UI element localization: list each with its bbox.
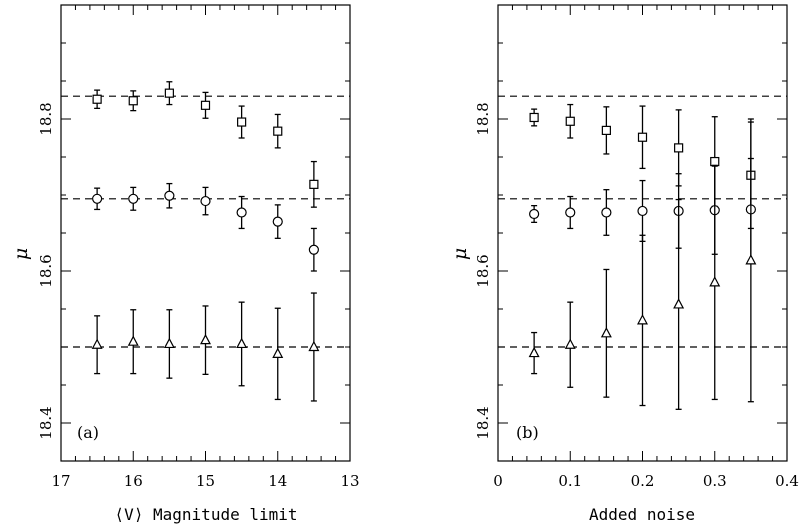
panel-b-label: (b) [516,423,539,442]
panel-b-circle-point [637,205,648,217]
panel-b-triangle-point [564,338,576,349]
panel-b-circle-point [601,207,612,218]
panel-b-square-point [529,112,539,123]
panel-a-square-point [200,100,211,110]
panel-b-triangle-point [637,314,648,325]
panel-a-label: (a) [77,423,99,442]
panel-a-square-point [309,179,319,189]
panel-b-square-point [637,132,648,142]
panel-b-triangle-point [709,276,721,287]
panel-a-square-point [128,96,138,106]
panel-a-y-tick-label: 18.6 [37,254,55,287]
panel-a-triangle-point [308,340,320,352]
panel-b: μ Added noise (b) 0 0.1 0.2 0.3 0.4 18.4 18.6 1… [449,4,799,524]
panel-a-triangle-point [163,337,175,349]
panel-a-circle-point [236,207,247,218]
panel-a-x-tick-label: 14 [268,472,287,490]
panel-b-y-tick-label: 18.4 [474,406,492,439]
panel-b-triangle-point [745,254,757,265]
panel-a-x-tick-label: 17 [51,472,70,490]
panel-b-triangle-point [600,327,612,338]
panel-a-triangle-point [200,333,211,345]
panel-b-y-tick-label: 18.8 [474,102,492,135]
panel-a-circle-point [128,193,139,204]
panel-a-circle-point [308,244,319,255]
panel-a-x-tick-label: 13 [340,472,359,490]
panel-b-x-tick-label: 0.1 [558,472,582,490]
panel-a-circle-point [164,190,175,201]
panel-b-square-point [565,116,575,126]
panel-b-square-point [601,125,611,136]
panel-a-x-axis-label: ⟨V⟩ Magnitude limit [114,505,297,524]
panel-a-plot-frame [60,4,351,462]
panel-a-square-point [92,94,102,104]
panel-a-square-point [237,117,247,127]
panel-b-square-point [674,143,684,153]
panel-a-triangle-point [236,337,248,349]
panel-a-y-tick-label: 18.4 [37,406,55,439]
panel-b-circle-point [565,207,576,218]
panel-b-triangle-point [528,346,540,358]
panel-b-x-tick-label: 0.4 [775,472,799,490]
panel-a-triangle-point [127,335,139,346]
panel-b-y-tick-label: 18.6 [474,254,492,287]
panel-a-triangle-point [272,347,284,358]
panel-a-x-tick-label: 16 [124,472,143,490]
panel-a-circle-point [92,193,103,204]
panel-a-square-point [164,88,174,98]
panel-b-triangle-point [673,298,685,309]
panel-a-square-point [273,126,283,136]
panel-a-circle-point [272,216,283,227]
panel-a-circle-point [200,195,211,207]
panel-b-x-tick-label: 0.2 [631,472,655,490]
panel-a-x-tick-label: 15 [196,472,215,490]
panel-a: μ ⟨V⟩ Magnitude limit (a) 17 16 15 14 13 18.4… [10,4,360,524]
panel-b-y-axis-label: μ [449,248,471,260]
panel-a-triangle-point [91,338,103,349]
panel-b-x-axis-label: Added noise [589,505,695,524]
panel-a-y-tick-label: 18.8 [37,102,55,135]
panel-b-circle-point [529,208,540,220]
panel-b-x-tick-label: 0 [493,472,503,490]
panel-b-x-tick-label: 0.3 [703,472,727,490]
panel-a-y-axis-label: μ [10,248,32,260]
panel-b-square-point [710,156,720,167]
